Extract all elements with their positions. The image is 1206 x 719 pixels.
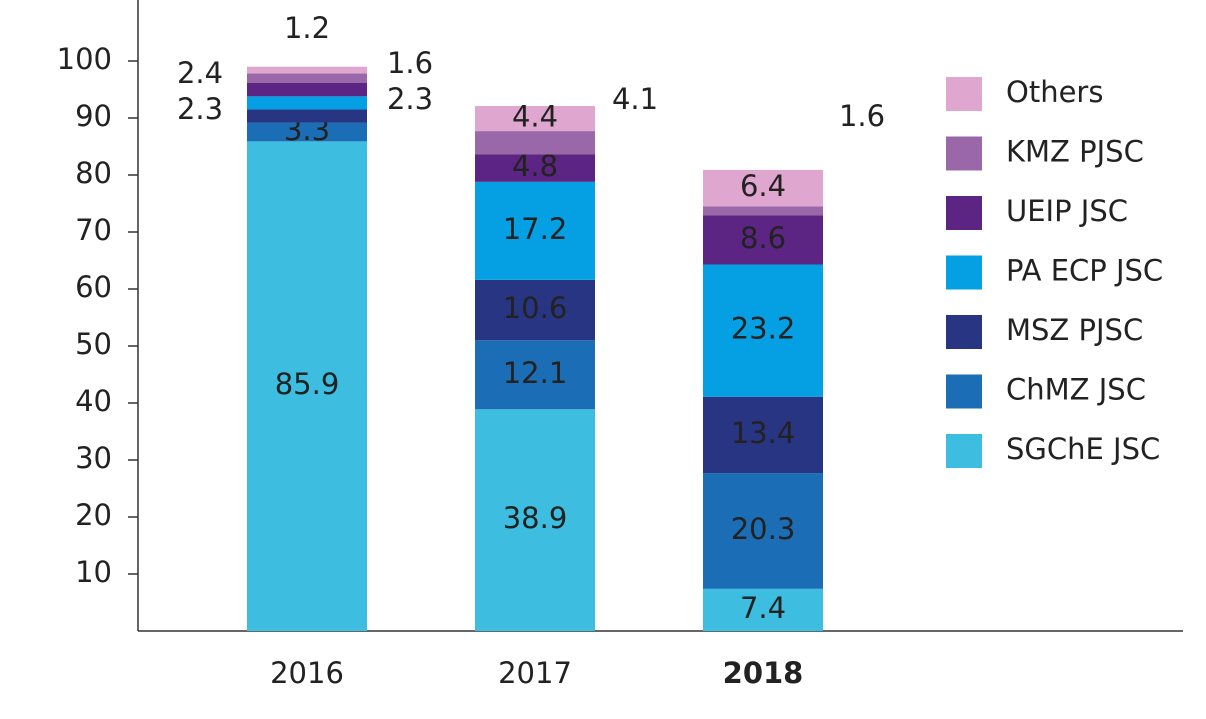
bar-segment [247, 122, 367, 142]
data-label: 2.3 [177, 92, 223, 126]
y-tick-label: 80 [75, 156, 112, 190]
data-label: 1.2 [284, 11, 330, 45]
x-tick-label: 2016 [270, 656, 344, 690]
bar-segment [475, 340, 595, 410]
bar-segment [247, 82, 367, 97]
y-tick-label: 20 [75, 498, 112, 532]
bar-segment [247, 66, 367, 74]
data-label: 7.4 [740, 591, 786, 625]
legend-swatch [946, 374, 982, 409]
data-label: 4.8 [512, 149, 558, 183]
bar-segment [475, 106, 595, 132]
legend-swatch [946, 196, 982, 230]
bar-segment [475, 131, 595, 155]
y-tick-label: 10 [75, 555, 112, 589]
bar-segment [247, 73, 367, 83]
bar-segment [247, 141, 367, 631]
y-tick-label: 70 [75, 213, 112, 247]
data-label: 12.1 [503, 356, 568, 390]
bar-segment [475, 154, 595, 182]
data-label: 6.4 [740, 169, 786, 203]
data-label: 20.3 [731, 512, 796, 546]
legend-label: Others [1006, 75, 1103, 109]
data-label: 38.9 [503, 501, 568, 535]
data-label: 8.6 [740, 221, 786, 255]
data-label: 4.4 [512, 100, 558, 134]
data-label: 10.6 [503, 291, 568, 325]
y-tick-label: 30 [75, 441, 112, 475]
bar-segment [703, 215, 823, 265]
data-label: 2.3 [387, 82, 433, 116]
bar-segment [703, 206, 823, 216]
data-label: 1.6 [387, 46, 433, 80]
data-label: 1.6 [839, 99, 885, 133]
bar-segment [475, 181, 595, 280]
data-label: 17.2 [503, 212, 568, 246]
legend-swatch [946, 255, 982, 290]
bar-segment [475, 409, 595, 631]
bar-segment [703, 396, 823, 474]
legend-swatch [946, 434, 982, 468]
y-tick-label: 60 [75, 270, 112, 304]
data-label: 13.4 [731, 416, 796, 450]
x-tick-label: 2017 [498, 656, 572, 690]
legend-label: ChMZ JSC [1006, 373, 1146, 407]
y-tick-label: 40 [75, 384, 112, 418]
bar-segment [703, 588, 823, 631]
legend-swatch [946, 136, 982, 171]
bar-segment [703, 473, 823, 589]
y-tick-label: 100 [57, 42, 112, 76]
legend-label: PA ECP JSC [1006, 254, 1163, 288]
legend-label: KMZ PJSC [1006, 135, 1144, 169]
y-tick-label: 50 [75, 327, 112, 361]
bar-segment [475, 279, 595, 341]
data-label: 23.2 [731, 312, 796, 346]
bar-segment [703, 169, 823, 207]
bar-segment [247, 109, 367, 123]
y-tick-label: 90 [75, 99, 112, 133]
legend-label: SGChE JSC [1006, 432, 1160, 466]
legend-label: MSZ PJSC [1006, 313, 1143, 347]
legend-swatch [946, 77, 982, 111]
data-label: 85.9 [275, 367, 340, 401]
bar-segment [247, 96, 367, 110]
legend-swatch [946, 315, 982, 349]
data-label: 2.4 [177, 56, 223, 90]
bar-segment [703, 264, 823, 397]
legend-label: UEIP JSC [1006, 194, 1128, 228]
data-label: 4.1 [612, 82, 658, 116]
x-tick-label: 2018 [723, 656, 804, 690]
